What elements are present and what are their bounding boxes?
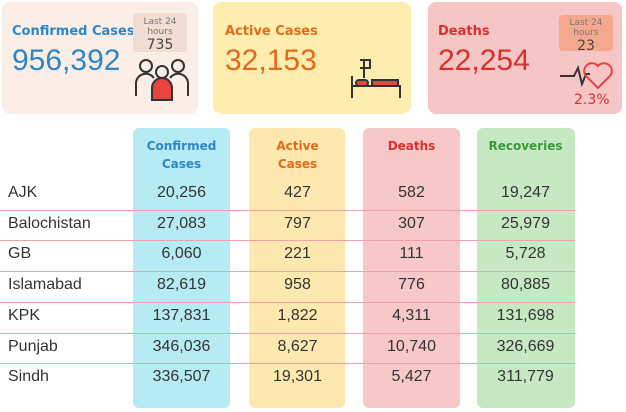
cell: 311,779 [497,368,554,386]
death-rate: 2.3% [574,92,610,108]
card-value: 956,392 [12,44,121,77]
cell: 582 [398,184,425,201]
cell: 221 [284,245,311,263]
cell: 82,619 [157,276,206,294]
cell: 346,036 [152,337,211,355]
cell: 5,427 [391,368,432,386]
row-line [0,301,575,303]
column-bg [133,128,230,408]
mini-label: Last 24 hours [143,17,177,37]
row-label: AJK [8,184,38,201]
cell: 137,831 [152,306,211,324]
cell: 326,669 [496,337,555,355]
cell: 25,979 [501,214,550,232]
deaths-card: Deaths 22,254 Last 24 hours 23 2.3% [428,2,622,114]
column-header: Active Cases [276,139,319,171]
cell: 776 [398,276,425,294]
cell: 131,698 [496,306,555,324]
cell: 27,083 [157,214,206,232]
cell: 336,507 [152,368,211,386]
row-line [0,332,575,334]
row-line [0,271,575,273]
row-label: Balochistan [8,214,91,232]
cell: 20,256 [157,184,206,201]
row-label: Islamabad [8,276,82,294]
cell: 111 [399,245,424,263]
mini-box: Last 24 hours 23 [559,15,613,54]
cell: 19,247 [501,184,550,201]
card-label: Deaths [438,24,490,39]
mini-value: 735 [146,37,174,53]
cell: 1,822 [277,306,318,324]
cell: 5,728 [505,245,546,263]
cell: 10,740 [387,337,436,355]
cell: 19,301 [273,368,322,386]
row-label: Punjab [8,337,58,355]
mini-value: 23 [577,38,595,54]
card-label: Confirmed Cases [12,24,135,39]
confirmed-card: Confirmed Cases 956,392 Last 24 hours 73… [2,2,198,114]
heart-icon [560,62,613,90]
cell: 427 [284,184,311,201]
row-label: Sindh [8,368,49,386]
row-line [0,240,575,242]
row-label: GB [8,245,32,263]
column-header: Confirmed Cases [146,139,217,171]
row-line [0,209,575,211]
active-card: Active Cases 32,153 [213,2,411,114]
people-icon [135,59,189,101]
card-value: 22,254 [438,44,530,77]
mini-box: Last 24 hours 735 [133,13,187,53]
card-label: Active Cases [225,24,318,39]
row-line [0,363,575,365]
column-bg [249,128,345,408]
cell: 307 [398,214,425,232]
cell: 797 [284,214,311,232]
column-bg [363,128,460,408]
card-value: 32,153 [225,44,317,77]
cell: 4,311 [392,306,431,324]
row-label: KPK [8,306,41,324]
cell: 80,885 [501,276,550,294]
cell: 958 [284,276,311,294]
column-header: Deaths [387,139,436,153]
bed-icon [351,59,401,98]
cell: 8,627 [277,337,318,355]
mini-label: Last 24 hours [569,18,603,38]
cell: 6,060 [161,245,202,263]
column-header: Recoveries [488,139,563,153]
column-bg [477,128,575,408]
